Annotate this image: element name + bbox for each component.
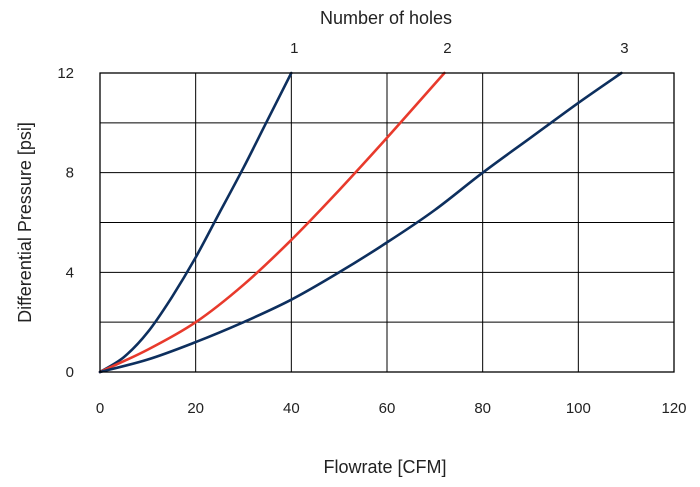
tick-labels: 0 20 40 60 80 100 120 0 4 8 12 bbox=[57, 65, 686, 417]
y-tick-label-4: 4 bbox=[66, 264, 74, 281]
y-axis-title: Differential Pressure [psi] bbox=[15, 122, 35, 323]
x-tick-label-100: 100 bbox=[566, 400, 591, 417]
series-label-3-holes: 3 bbox=[620, 40, 628, 57]
series-label-1-holes: 1 bbox=[290, 40, 298, 57]
x-tick-label-60: 60 bbox=[379, 400, 396, 417]
y-tick-label-0: 0 bbox=[66, 364, 74, 381]
series-layer bbox=[98, 71, 623, 374]
series-label-2-holes: 2 bbox=[443, 40, 451, 57]
x-tick-label-20: 20 bbox=[187, 400, 204, 417]
x-tick-label-80: 80 bbox=[474, 400, 491, 417]
y-tick-label-12: 12 bbox=[57, 65, 74, 82]
curve-labels: 1 2 3 bbox=[290, 40, 628, 57]
series-line-2-holes bbox=[98, 71, 446, 374]
x-axis-title: Flowrate [CFM] bbox=[323, 457, 446, 477]
x-tick-label-120: 120 bbox=[661, 400, 686, 417]
x-tick-label-40: 40 bbox=[283, 400, 300, 417]
series-line-1-holes bbox=[98, 71, 293, 374]
series-line-3-holes bbox=[98, 71, 623, 374]
top-axis-title: Number of holes bbox=[320, 8, 452, 28]
y-tick-label-8: 8 bbox=[66, 165, 74, 182]
x-tick-label-0: 0 bbox=[96, 400, 104, 417]
plot-frame bbox=[99, 72, 675, 373]
